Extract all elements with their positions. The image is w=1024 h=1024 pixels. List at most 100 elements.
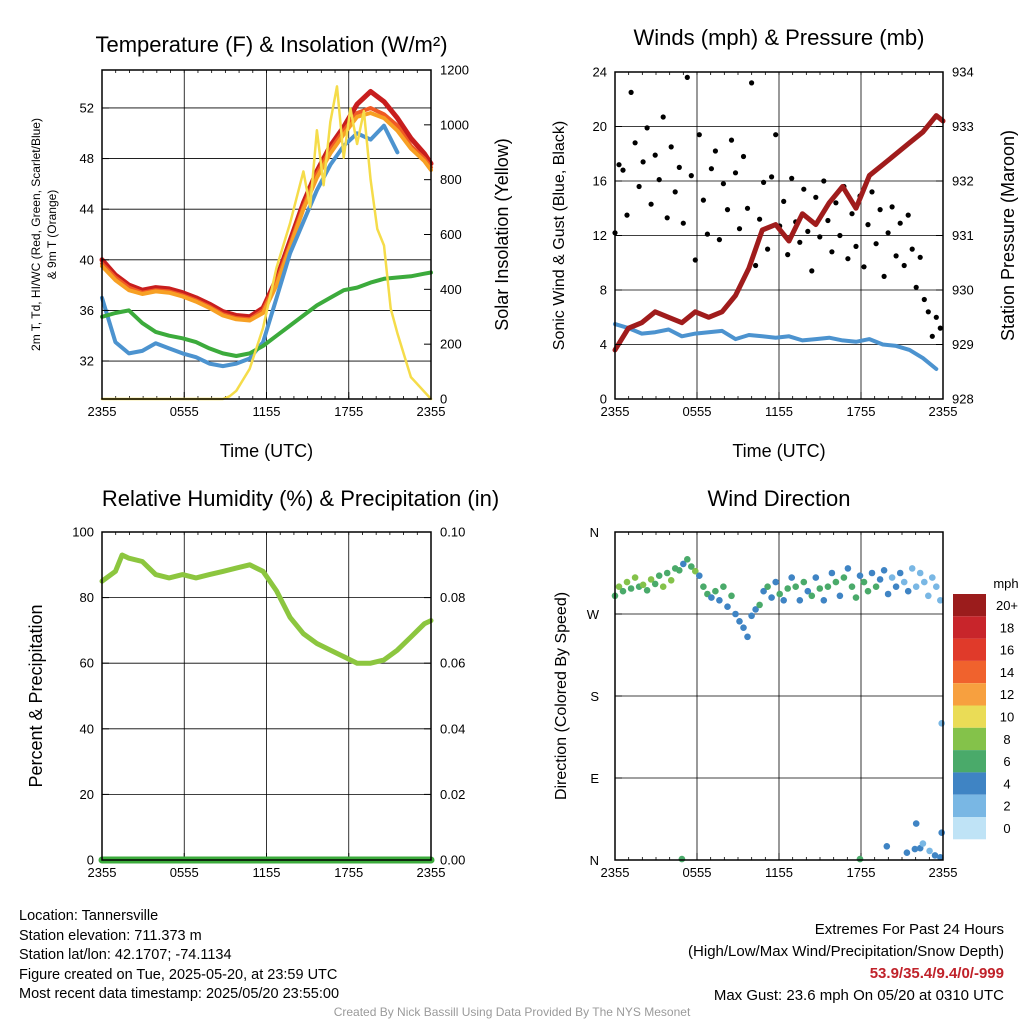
direction-point (804, 587, 812, 595)
direction-point (860, 578, 868, 586)
x-tick-label: 0555 (170, 865, 199, 880)
gust-point (861, 264, 867, 270)
direction-point (921, 578, 928, 586)
direction-point (631, 574, 639, 581)
direction-point (864, 587, 872, 595)
gust-point (640, 159, 646, 165)
y-tick-label: 40 (80, 721, 94, 736)
colorbar-title: mph (993, 576, 1018, 591)
gust-point (865, 222, 871, 228)
direction-point (736, 618, 743, 625)
direction-point (655, 572, 663, 579)
gust-point (893, 253, 899, 259)
direction-point (912, 583, 920, 590)
direction-point (812, 574, 820, 581)
colorbar-swatch (953, 772, 986, 795)
x-tick-label: 1155 (253, 404, 281, 419)
x-tick-label: 2355 (88, 865, 117, 880)
gust-point (853, 243, 859, 249)
y2-tick-label: 0.10 (440, 525, 465, 540)
direction-point (933, 583, 940, 590)
direction-point (748, 612, 755, 620)
colorbar-swatch (953, 638, 986, 661)
y-tick-label: N (590, 853, 599, 868)
direction-point (816, 585, 824, 592)
direction-point (892, 583, 900, 590)
direction-point (888, 574, 896, 581)
x-tick-label: 0555 (683, 865, 712, 880)
direction-point (792, 583, 799, 590)
y-axis-label: Percent & Precipitation (26, 604, 46, 787)
y-tick-label: 24 (593, 65, 607, 80)
direction-point (651, 580, 659, 588)
y2-tick-label: 0 (440, 392, 447, 407)
colorbar-label: 4 (1003, 776, 1010, 791)
direction-point (848, 583, 856, 590)
gust-point (757, 216, 763, 222)
y2-tick-label: 0.00 (440, 853, 465, 868)
x-tick-label: 1755 (847, 404, 876, 419)
colorbar-swatch (953, 594, 986, 617)
series-line-relative-humidity (99, 552, 434, 666)
direction-point (828, 569, 836, 577)
series-line-hi-wc-blue- (100, 123, 400, 369)
gust-point (716, 237, 723, 243)
station-info: Location: Tannersville Station elevation… (19, 907, 339, 1005)
y-tick-label: 12 (593, 228, 607, 243)
y-axis-label: & 9m T (Orange) (45, 190, 59, 280)
gust-point (813, 194, 819, 200)
y-tick-label: 80 (80, 590, 94, 605)
extremes-panel: Extremes For Past 24 Hours (High/Low/Max… (688, 919, 1004, 1007)
direction-point (937, 854, 944, 861)
x-tick-label: 1755 (334, 404, 363, 419)
direction-point (724, 603, 731, 610)
gust-point (885, 230, 891, 236)
y-tick-label: 100 (72, 525, 94, 540)
direction-point (712, 587, 719, 595)
colorbar-label: 10 (1000, 710, 1014, 725)
gust-point (769, 174, 775, 180)
y-tick-label: 16 (593, 174, 607, 189)
gust-point (817, 234, 823, 240)
direction-point (929, 574, 936, 581)
x-axis-label: Time (UTC) (220, 441, 313, 461)
colorbar-swatch (953, 705, 986, 728)
gust-point (632, 140, 638, 146)
gust-point (696, 132, 702, 138)
direction-point (720, 583, 727, 590)
y-tick-label: 4 (600, 337, 607, 352)
gust-point (797, 239, 803, 245)
colorbar-swatch (953, 616, 986, 639)
x-tick-label: 0555 (170, 404, 199, 419)
gust-point (833, 200, 839, 206)
y-tick-label: 0 (87, 853, 94, 868)
direction-point (619, 587, 627, 595)
direction-point (647, 576, 655, 583)
direction-point (732, 610, 739, 618)
direction-point (824, 583, 832, 590)
gust-point (636, 183, 642, 190)
direction-point (916, 569, 924, 577)
series-line-station-pressure (612, 113, 946, 353)
y-tick-label: 36 (80, 303, 94, 318)
colorbar-swatch (953, 794, 986, 817)
series-line-sonic-wind (613, 322, 939, 371)
chart-title: Temperature (F) & Insolation (W/m²) (95, 32, 447, 57)
extremes-subtitle: (High/Low/Max Wind/Precipitation/Snow De… (688, 943, 1004, 960)
colorbar-label: 14 (1000, 665, 1014, 680)
gust-point (684, 74, 690, 80)
direction-point (760, 587, 767, 595)
gust-point (809, 268, 815, 274)
extremes-title: Extremes For Past 24 Hours (814, 921, 1004, 938)
gust-point (652, 152, 658, 158)
gust-point (933, 314, 939, 320)
colorbar-label: 2 (1003, 799, 1010, 814)
plot-frame-3 (101, 531, 432, 861)
colorbar-swatch (953, 683, 986, 706)
direction-point (938, 829, 945, 836)
gust-point (700, 197, 707, 203)
gust-point (905, 212, 911, 218)
gust-point (724, 207, 731, 213)
direction-point (908, 565, 916, 572)
direction-point (764, 583, 771, 590)
